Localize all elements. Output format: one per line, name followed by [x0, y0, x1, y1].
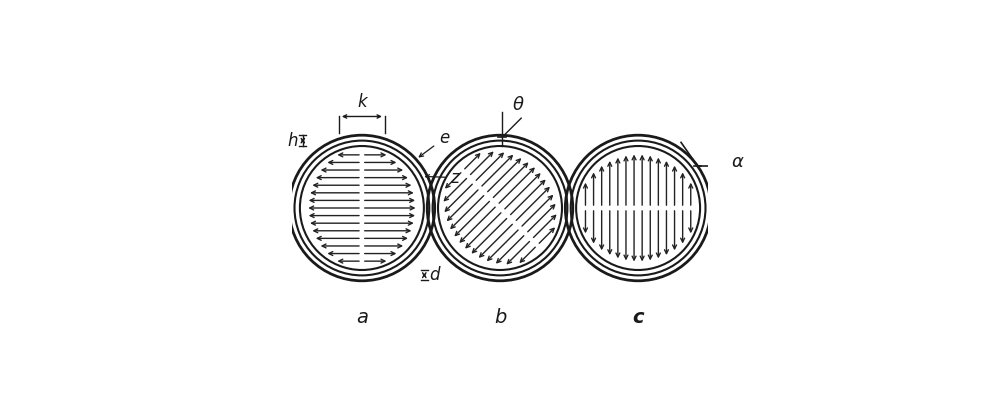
- Text: θ: θ: [512, 96, 523, 114]
- Text: k: k: [357, 94, 367, 111]
- Text: α: α: [731, 153, 743, 171]
- Text: e: e: [419, 129, 449, 157]
- Text: h: h: [287, 131, 298, 150]
- Text: b: b: [494, 308, 506, 327]
- Text: z: z: [426, 168, 459, 187]
- Text: c: c: [632, 308, 644, 327]
- Text: a: a: [356, 308, 368, 327]
- Text: d: d: [429, 266, 440, 284]
